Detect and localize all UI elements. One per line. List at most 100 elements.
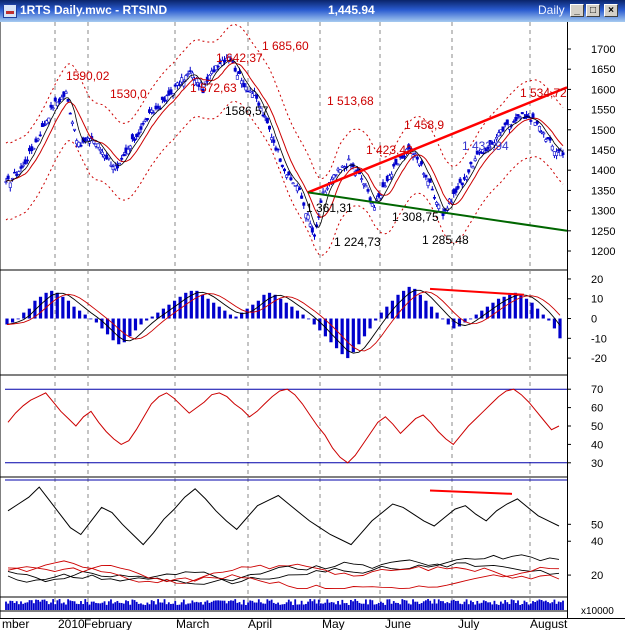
volume-bar xyxy=(452,599,455,610)
macd-bar xyxy=(161,308,166,319)
y-tick-label: 10 xyxy=(591,294,603,306)
candle-body xyxy=(270,137,274,141)
volume-bar xyxy=(114,602,117,610)
macd-bar xyxy=(463,318,467,323)
volume-bar xyxy=(542,601,545,610)
candle-body xyxy=(199,82,203,87)
volume-bar xyxy=(11,600,14,610)
support-trendline xyxy=(307,191,568,232)
macd-bar xyxy=(307,318,311,320)
fast-average-line xyxy=(5,59,564,228)
macd-bar xyxy=(122,318,126,343)
candle-body xyxy=(43,124,47,126)
macd-bar xyxy=(89,318,93,320)
candle-body xyxy=(55,101,59,107)
candle-body xyxy=(364,185,368,188)
volume-bar xyxy=(125,600,127,610)
macd-bar xyxy=(424,300,428,319)
candle-body xyxy=(255,94,259,99)
volume-bar xyxy=(487,602,489,610)
macd-bar xyxy=(83,314,87,319)
volume-bar xyxy=(322,603,324,610)
y-tick-label: 20 xyxy=(591,274,603,286)
volume-bar xyxy=(504,600,507,610)
macd-bar xyxy=(362,318,367,337)
macd-bar xyxy=(435,312,439,319)
macd-bar xyxy=(55,292,59,319)
volume-bar xyxy=(305,603,307,610)
volume-bar xyxy=(521,604,524,610)
volume-bar xyxy=(131,599,134,610)
candle-body xyxy=(456,185,460,189)
y-tick-label: 20 xyxy=(591,570,603,582)
candle-body xyxy=(250,93,254,98)
macd-bar xyxy=(284,302,288,319)
price-annotation: 1 458,9 xyxy=(404,118,444,132)
volume-bar xyxy=(437,599,440,610)
volume-bar xyxy=(140,603,142,610)
macd-bar xyxy=(368,318,372,329)
candle-body xyxy=(297,187,301,190)
macd-bar xyxy=(184,292,188,319)
candle-body xyxy=(240,80,244,85)
macd-bar xyxy=(72,306,76,319)
candle-body xyxy=(4,181,8,183)
candle-body xyxy=(38,134,42,137)
volume-bar xyxy=(210,601,213,610)
volume-bar xyxy=(290,601,292,610)
macd-bar xyxy=(374,318,378,321)
price-annotation: 1 361,31 xyxy=(306,201,353,215)
volume-bar xyxy=(185,604,187,610)
title-bar[interactable]: 1RTS Daily.mwc - RTSIND 1,445.94 Daily _… xyxy=(0,0,625,22)
macd-bar xyxy=(295,310,300,319)
close-button[interactable]: × xyxy=(604,4,618,17)
candle-body xyxy=(544,139,548,142)
volume-bar xyxy=(95,602,97,610)
volume-bar xyxy=(418,604,421,610)
candle-body xyxy=(83,138,87,142)
candle-body xyxy=(25,159,29,162)
volume-bar xyxy=(238,602,241,610)
volume-bar xyxy=(86,601,89,610)
volume-bar xyxy=(146,602,149,610)
volume-bar xyxy=(544,600,547,610)
volume-bar xyxy=(195,601,198,610)
price-chart[interactable]: mber 2010 February March April May June July Aug… xyxy=(0,22,625,630)
minimize-button[interactable]: _ xyxy=(570,4,584,17)
volume-bar xyxy=(97,603,100,610)
volume-bar xyxy=(424,600,427,610)
volume-bar xyxy=(358,602,361,610)
macd-bar xyxy=(206,298,210,319)
maximize-button[interactable]: □ xyxy=(586,4,600,17)
candle-body xyxy=(424,174,428,178)
candle-body xyxy=(550,145,554,151)
candle-body xyxy=(282,168,286,172)
macd-bar xyxy=(312,318,316,325)
volume-bar xyxy=(157,599,160,610)
volume-bar xyxy=(335,604,337,610)
candle-body xyxy=(180,77,184,83)
volume-bar xyxy=(412,599,414,610)
candle-body xyxy=(51,107,55,110)
candle-body xyxy=(178,84,182,86)
volume-bar xyxy=(47,604,50,610)
volume-bar xyxy=(510,599,513,610)
macd-bar xyxy=(469,318,473,320)
volume-bar xyxy=(245,604,247,610)
volume-bar xyxy=(236,602,239,610)
macd-bar xyxy=(150,316,154,319)
macd-bar xyxy=(334,318,339,349)
candle-body xyxy=(467,169,471,173)
last-price: 1,445.94 xyxy=(328,3,375,17)
candle-body xyxy=(100,151,104,155)
volume-bar xyxy=(225,603,228,610)
volume-bar xyxy=(380,601,382,610)
volume-bar xyxy=(148,604,151,610)
volume-bar xyxy=(30,600,33,610)
price-annotation: 1590,02 xyxy=(66,69,110,83)
volume-bar xyxy=(444,603,447,610)
candle-body xyxy=(379,195,383,199)
candle-body xyxy=(19,166,23,169)
candle-body xyxy=(13,171,17,174)
volume-bar xyxy=(281,604,284,610)
